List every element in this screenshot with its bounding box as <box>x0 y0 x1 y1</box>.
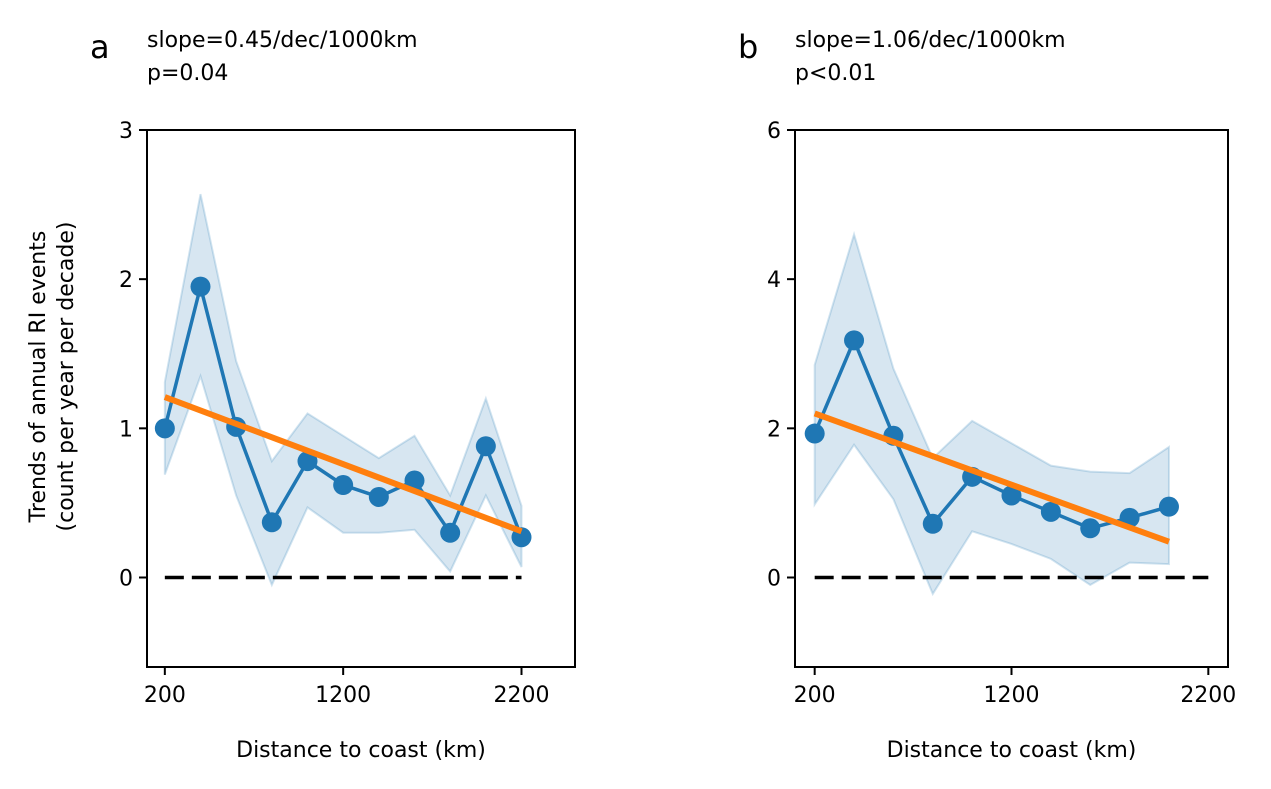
panel-label: b <box>738 28 758 66</box>
y-tick-label: 0 <box>767 567 781 592</box>
panel-a: 200 1200 2200 0 1 2 3 Distance to coast (km) Tre… <box>26 28 576 763</box>
data-point <box>844 330 865 351</box>
x-tick-label: 200 <box>794 683 836 708</box>
data-point <box>475 436 496 457</box>
stats-annotation: p<0.01 <box>795 61 876 86</box>
axes-frame <box>146 129 576 668</box>
data-point <box>1080 518 1101 539</box>
x-tick-label: 2200 <box>1180 683 1236 708</box>
data-point <box>804 423 825 444</box>
y-tick-label: 1 <box>119 417 133 442</box>
confidence-band <box>813 230 1170 597</box>
y-tick-label: 3 <box>119 119 133 144</box>
x-tick-label: 1200 <box>984 683 1040 708</box>
data-point <box>261 512 282 533</box>
x-tick-label: 2200 <box>494 683 550 708</box>
x-axis-label: Distance to coast (km) <box>887 738 1137 763</box>
data-point <box>1040 501 1061 522</box>
panel-label: a <box>90 28 110 66</box>
data-point <box>297 451 318 472</box>
y-tick-label: 4 <box>767 268 781 293</box>
y-tick-label: 2 <box>119 268 133 293</box>
x-tick-label: 200 <box>144 683 186 708</box>
data-point <box>154 418 175 439</box>
y-axis-label: Trends of annual RI events <box>26 231 51 524</box>
data-point <box>404 470 425 491</box>
data-point <box>368 486 389 507</box>
y-tick-label: 0 <box>119 567 133 592</box>
fit-line <box>813 410 1170 545</box>
x-axis-label: Distance to coast (km) <box>236 738 486 763</box>
panel-b: 200 1200 2200 0 2 4 6 Distance to coast (km) b sl… <box>738 28 1236 763</box>
y-tick-label: 6 <box>767 119 781 144</box>
data-point <box>333 475 354 496</box>
fit-line <box>163 394 523 535</box>
confidence-band <box>163 193 523 588</box>
stats-annotation: slope=0.45/dec/1000km <box>147 28 418 53</box>
stats-annotation: p=0.04 <box>147 61 228 86</box>
data-point <box>190 276 211 297</box>
y-tick-label: 2 <box>767 417 781 442</box>
stats-annotation: slope=1.06/dec/1000km <box>795 28 1066 53</box>
data-point <box>922 513 943 534</box>
data-point <box>440 522 461 543</box>
data-point <box>1001 485 1022 506</box>
data-point <box>1158 496 1179 517</box>
y-axis-label: (count per year per decade) <box>54 222 79 532</box>
x-tick-label: 1200 <box>315 683 371 708</box>
